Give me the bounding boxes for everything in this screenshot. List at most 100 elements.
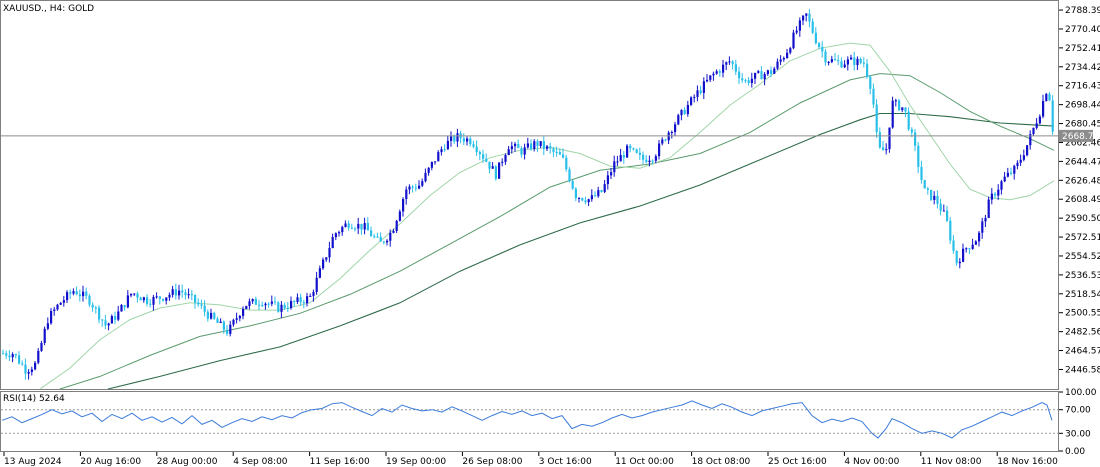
candle-bull bbox=[587, 199, 590, 203]
candle-bull bbox=[690, 97, 693, 105]
candle-bear bbox=[917, 145, 920, 167]
time-tick-label: 25 Oct 16:00 bbox=[768, 457, 827, 467]
candle-bear bbox=[174, 289, 177, 296]
candle-bull bbox=[437, 152, 440, 162]
candle-bull bbox=[130, 293, 133, 296]
candle-bear bbox=[146, 297, 149, 304]
candle-bull bbox=[1038, 116, 1041, 124]
time-axis: 13 Aug 2024 20 Aug 16:00 28 Aug 00:00 4 Sep… bbox=[3, 452, 1058, 467]
candle-bear bbox=[488, 161, 491, 169]
candle-bull bbox=[843, 64, 846, 68]
rsi-tick-label: 0.00 bbox=[1065, 447, 1085, 457]
candle-bear bbox=[123, 305, 126, 308]
candle-bull bbox=[510, 146, 513, 150]
candle-bear bbox=[216, 318, 219, 323]
candle-bull bbox=[30, 369, 33, 373]
candle-bull bbox=[965, 248, 968, 250]
ma-slow-line bbox=[107, 112, 1055, 390]
candle-bear bbox=[770, 70, 773, 74]
candle-bull bbox=[187, 294, 190, 296]
candle-bear bbox=[536, 141, 539, 147]
candle-bull bbox=[978, 232, 981, 242]
candle-bear bbox=[190, 294, 193, 296]
candle-bear bbox=[485, 158, 488, 162]
candle-bear bbox=[568, 169, 571, 182]
candle-bear bbox=[594, 195, 597, 197]
candle-bull bbox=[446, 140, 449, 150]
candle-bear bbox=[88, 295, 91, 305]
candle-bull bbox=[334, 233, 337, 238]
candle-bear bbox=[104, 320, 107, 326]
candle-bull bbox=[658, 143, 661, 157]
candle-bull bbox=[152, 296, 155, 305]
candle-bull bbox=[715, 71, 718, 74]
candle-bear bbox=[600, 190, 603, 192]
price-tick-label: 2464.57 bbox=[1065, 347, 1100, 357]
candle-bull bbox=[328, 247, 331, 258]
candle-bull bbox=[728, 61, 731, 63]
candle-bull bbox=[312, 291, 315, 296]
candle-bull bbox=[901, 107, 904, 111]
time-tick-label: 26 Sep 08:00 bbox=[462, 457, 522, 467]
candle-bear bbox=[94, 307, 97, 309]
price-axis: 2788.39 2770.40 2752.41 2734.42 2716.43 2698.… bbox=[1, 6, 1100, 375]
candle-bull bbox=[363, 223, 366, 230]
candle-bull bbox=[248, 301, 251, 306]
moving-averages bbox=[39, 42, 1055, 390]
candle-bear bbox=[21, 363, 24, 365]
price-tick-label: 2518.54 bbox=[1065, 290, 1100, 300]
candle-bear bbox=[162, 298, 165, 301]
candle-bull bbox=[322, 259, 325, 269]
time-tick-label: 3 Oct 16:00 bbox=[539, 457, 592, 467]
candle-bull bbox=[514, 143, 517, 147]
candle-bull bbox=[235, 318, 238, 320]
candle-bear bbox=[379, 236, 382, 242]
candle-bear bbox=[472, 144, 475, 147]
candle-bear bbox=[834, 59, 837, 61]
candle-bear bbox=[664, 139, 667, 141]
candle-bear bbox=[494, 166, 497, 179]
candle-bull bbox=[142, 297, 145, 301]
candle-bull bbox=[306, 296, 309, 304]
candle-bear bbox=[744, 80, 747, 82]
candle-bull bbox=[792, 32, 795, 49]
price-tick-label: 2554.52 bbox=[1065, 252, 1100, 262]
candle-bear bbox=[859, 58, 862, 63]
candle-bull bbox=[827, 61, 830, 63]
price-plot-frame[interactable] bbox=[0, 0, 1059, 390]
candles bbox=[2, 8, 1054, 380]
candle-bull bbox=[667, 132, 670, 141]
symbol-label: XAUUSD., H4: GOLD bbox=[3, 4, 94, 14]
price-tick-label: 2734.42 bbox=[1065, 63, 1100, 73]
candle-bear bbox=[376, 236, 379, 238]
candle-bull bbox=[1000, 181, 1003, 190]
candle-bear bbox=[101, 319, 104, 321]
candle-bull bbox=[341, 226, 344, 233]
candle-bear bbox=[747, 80, 750, 83]
candle-bear bbox=[226, 329, 229, 334]
candle-bear bbox=[360, 223, 363, 230]
price-tick-label: 2446.58 bbox=[1065, 365, 1100, 375]
candle-bull bbox=[619, 155, 622, 162]
candle-bear bbox=[194, 294, 197, 303]
price-tick-label: 2752.41 bbox=[1065, 44, 1100, 54]
candle-bull bbox=[318, 268, 321, 278]
candle-bear bbox=[1048, 93, 1051, 101]
price-tick-label: 2662.46 bbox=[1065, 138, 1100, 148]
candle-bear bbox=[882, 147, 885, 151]
candle-bull bbox=[50, 310, 53, 324]
candle-bear bbox=[731, 61, 734, 65]
candle-bull bbox=[40, 342, 43, 351]
rsi-plot-frame[interactable] bbox=[0, 391, 1059, 452]
candle-bull bbox=[1022, 155, 1025, 160]
candle-bull bbox=[610, 172, 613, 176]
price-tick-label: 2608.49 bbox=[1065, 195, 1100, 205]
candle-bull bbox=[290, 301, 293, 309]
candle-bear bbox=[584, 200, 587, 203]
candle-bull bbox=[62, 300, 65, 303]
candle-bear bbox=[414, 187, 417, 189]
candle-bear bbox=[347, 223, 350, 228]
candle-bear bbox=[1051, 100, 1054, 132]
candle-bull bbox=[888, 127, 891, 150]
